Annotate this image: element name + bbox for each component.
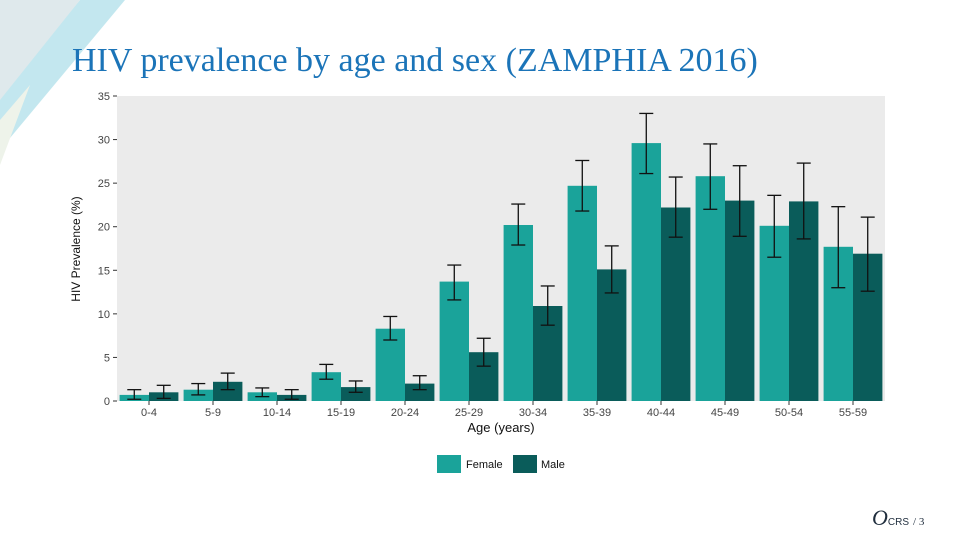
error-bar-female-25-29 <box>447 264 462 301</box>
plot-panel <box>117 96 885 401</box>
corner-shape-light-blue <box>0 0 125 150</box>
error-bar-male-30-34 <box>540 285 555 326</box>
corner-shape-gray <box>0 0 80 100</box>
legend: Female Male <box>437 455 565 473</box>
footer-logo: OCRS/ 3 <box>872 505 924 531</box>
bar-female-25-29 <box>439 281 469 401</box>
x-tick-label: 50-54 <box>775 407 803 419</box>
error-bar-female-55-59 <box>831 206 846 289</box>
bar-female-45-49 <box>695 176 725 401</box>
slide-corner-decoration <box>0 0 125 165</box>
x-tick-label: 10-14 <box>263 407 291 419</box>
error-bar-female-0-4 <box>127 389 142 400</box>
x-tick-label: 55-59 <box>839 407 867 419</box>
x-tick-label: 30-34 <box>519 407 547 419</box>
legend-label-female: Female <box>466 459 503 471</box>
corner-shape-pale <box>0 85 30 165</box>
error-bar-female-10-14 <box>255 387 270 398</box>
bar-female-30-34 <box>503 225 533 401</box>
error-bar-female-45-49 <box>703 143 718 210</box>
error-bar-female-35-39 <box>575 159 590 212</box>
y-tick-label: 15 <box>98 265 110 277</box>
y-tick-label: 20 <box>98 222 110 234</box>
bar-female-40-44 <box>631 143 661 401</box>
error-bar-male-40-44 <box>668 176 683 238</box>
bar-female-35-39 <box>567 185 597 401</box>
bar-male-40-44 <box>661 207 691 401</box>
error-bar-male-45-49 <box>732 165 747 237</box>
x-tick-label: 45-49 <box>711 407 739 419</box>
y-tick-label: 25 <box>98 178 110 190</box>
x-tick-label: 15-19 <box>327 407 355 419</box>
bar-male-5-9 <box>213 381 243 401</box>
error-bar-male-10-14 <box>284 389 299 400</box>
error-bar-male-55-59 <box>860 216 875 292</box>
y-tick-label: 5 <box>104 352 110 364</box>
bar-female-20-24 <box>375 328 405 401</box>
error-bar-female-50-54 <box>767 194 782 258</box>
error-bar-female-30-34 <box>511 203 526 246</box>
x-tick-label: 0-4 <box>141 407 157 419</box>
error-bar-female-40-44 <box>639 112 654 175</box>
error-bar-male-25-29 <box>476 337 491 367</box>
legend-swatch-female <box>437 455 461 473</box>
error-bar-male-5-9 <box>220 372 235 391</box>
error-bar-male-50-54 <box>796 162 811 240</box>
slide-title: HIV prevalence by age and sex (ZAMPHIA 2… <box>72 42 758 79</box>
x-tick-label: 5-9 <box>205 407 221 419</box>
page-number: / 3 <box>913 516 925 528</box>
error-bar-female-20-24 <box>383 315 398 341</box>
logo-mark: O <box>872 505 888 530</box>
y-axis-label: HIV Prevalence (%) <box>69 196 83 301</box>
bar-male-15-19 <box>341 387 371 401</box>
bar-male-20-24 <box>405 383 435 401</box>
x-tick-label: 40-44 <box>647 407 675 419</box>
x-axis: 0-4 5-9 10-14 15-19 20-24 25-29 30-34 35-39 40-4… <box>141 401 867 419</box>
error-bar-female-5-9 <box>191 382 206 396</box>
x-tick-label: 25-29 <box>455 407 483 419</box>
y-tick-label: 35 <box>98 91 110 103</box>
error-bar-male-35-39 <box>604 245 619 294</box>
x-tick-label: 20-24 <box>391 407 419 419</box>
y-tick-label: 10 <box>98 309 110 321</box>
y-tick-label: 30 <box>98 135 110 147</box>
y-tick-label: 0 <box>104 396 110 408</box>
x-tick-label: 35-39 <box>583 407 611 419</box>
bars <box>119 112 883 401</box>
error-bar-male-0-4 <box>156 384 171 400</box>
y-axis: 0 5 10 15 20 25 30 35 <box>98 91 117 408</box>
logo-text: CRS <box>887 517 910 528</box>
error-bar-female-15-19 <box>319 363 334 380</box>
legend-swatch-male <box>513 455 537 473</box>
error-bar-male-20-24 <box>412 375 427 391</box>
x-axis-label: Age (years) <box>467 420 534 435</box>
legend-label-male: Male <box>541 459 565 471</box>
error-bar-male-15-19 <box>348 380 363 393</box>
